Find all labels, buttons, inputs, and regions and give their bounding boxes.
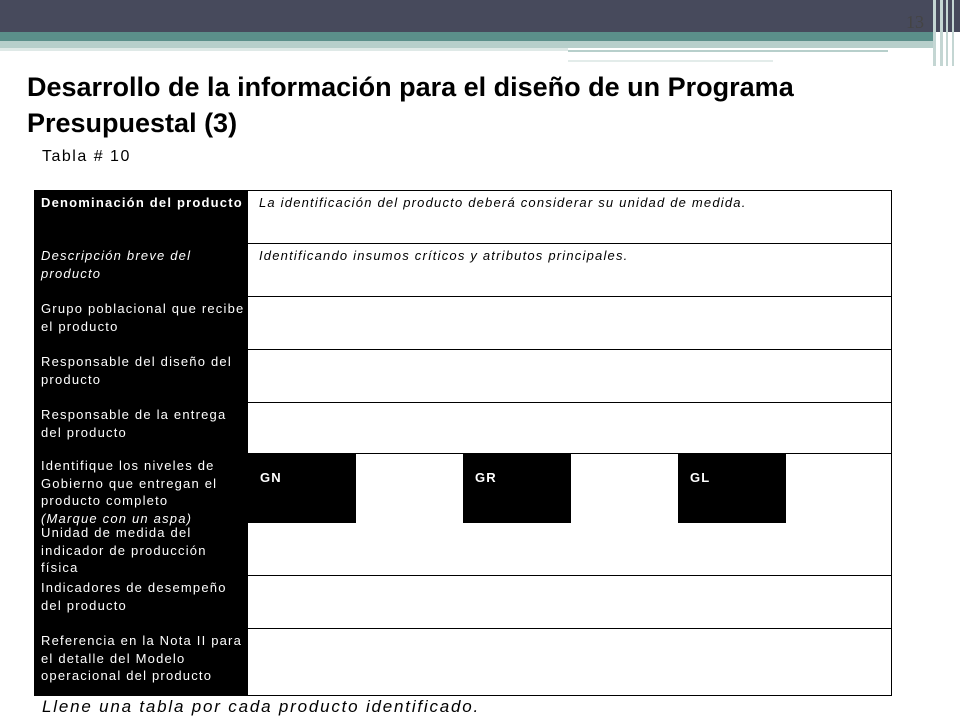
row-divider [248,575,891,576]
header-vertical-line [940,0,943,66]
table-row: Unidad de medida del indicador de produc… [35,523,891,576]
header-thin-band [0,48,568,51]
header-teal-band [0,32,933,41]
header-accent-line [568,50,888,52]
row-label: Responsable del diseño del producto [41,354,232,387]
row-label: Responsable de la entrega del producto [41,407,227,440]
row-value: Identificando insumos críticos y atribut… [259,248,629,263]
header-vertical-line [952,0,954,66]
row-label: Identifique los niveles de Gobierno que … [41,457,246,527]
table-row: Grupo poblacional que recibe el producto [35,297,891,350]
row-divider [248,453,891,454]
table-row: Descripción breve del producto Identific… [35,244,891,297]
row-divider [248,349,891,350]
header-vertical-line [933,0,936,66]
row-divider [248,296,891,297]
row-label: Descripción breve del producto [41,248,192,281]
row-divider [248,402,891,403]
table-row: Responsable de la entrega del producto [35,403,891,454]
row-label: Grupo poblacional que recibe el producto [41,301,245,334]
option-box-gn[interactable]: GN [248,454,356,523]
table-row: Referencia en la Nota II para el detalle… [35,629,891,695]
header-dark-band [0,0,960,32]
header-vertical-line [946,0,948,66]
row-divider [248,628,891,629]
row-label: Denominación del producto [41,195,243,210]
footer-note: Llene una tabla por cada producto identi… [42,697,481,716]
label-column [35,191,248,695]
row-divider [248,243,891,244]
table-row: Responsable del diseño del producto [35,350,891,403]
row-label: Unidad de medida del indicador de produc… [41,525,207,575]
table-row: Denominación del producto La identificac… [35,191,891,244]
row-label: Indicadores de desempeño del producto [41,580,227,613]
page-number: 13 [906,12,924,32]
product-table: Denominación del producto La identificac… [34,190,892,696]
table-row: Identifique los niveles de Gobierno que … [35,454,891,526]
table-label: Tabla # 10 [42,148,131,165]
header-accent-line [568,60,773,62]
row-label-text: Identifique los niveles de Gobierno que … [41,458,218,508]
slide-title: Desarrollo de la información para el dis… [27,72,794,138]
table-row: Indicadores de desempeño del producto [35,576,891,629]
option-box-gr[interactable]: GR [463,454,571,523]
row-label: Referencia en la Nota II para el detalle… [41,633,243,683]
row-label-note: (Marque con un aspa) [41,510,193,526]
row-value: La identificación del producto deberá co… [259,195,747,210]
option-box-gl[interactable]: GL [678,454,786,523]
header-light-band [0,41,933,48]
